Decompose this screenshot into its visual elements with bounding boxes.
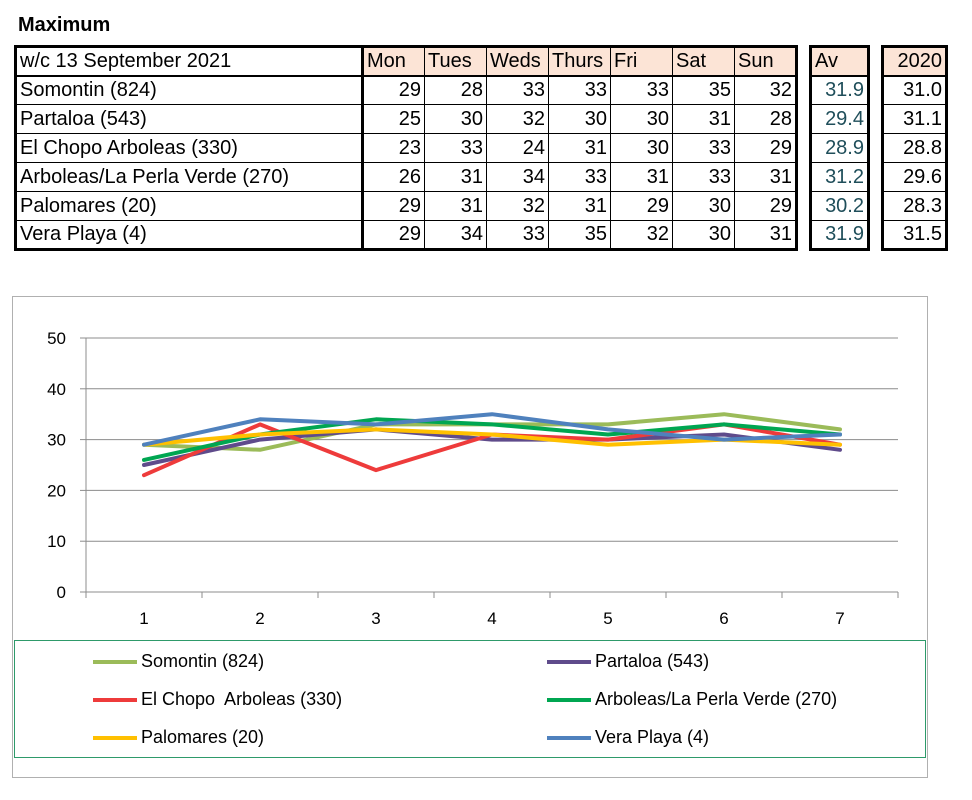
table-cell: 33	[548, 75, 611, 105]
legend-label: Vera Playa (4)	[595, 727, 710, 747]
table-cell: 28	[734, 104, 797, 134]
chart-legend: Somontin (824) Partaloa (543) El Chopo Arb…	[14, 640, 926, 758]
table-cell: 30	[672, 191, 735, 221]
x-tick-label: 7	[835, 609, 844, 628]
table-cell: 33	[424, 133, 487, 163]
previous-year-cell: 31.0	[882, 75, 947, 105]
y-tick-label: 10	[47, 532, 66, 551]
table-cell: 30	[610, 104, 673, 134]
table-cell: 29	[362, 75, 425, 105]
legend-swatch	[547, 659, 591, 664]
previous-year-cell: 28.3	[882, 191, 947, 221]
table-cell: 33	[672, 162, 735, 192]
table-cell: 29	[610, 191, 673, 221]
chart-frame	[12, 296, 928, 778]
table-cell: 31	[424, 162, 487, 192]
station-name: Palomares (20)	[15, 191, 364, 221]
day-header: Fri	[610, 46, 673, 77]
x-tick-label: 1	[139, 609, 148, 628]
x-tick-label: 4	[487, 609, 496, 628]
x-tick-label: 5	[603, 609, 612, 628]
table-cell: 31	[734, 162, 797, 192]
y-tick-label: 40	[47, 380, 66, 399]
table-cell: 33	[486, 75, 549, 105]
series-line-partaloa-543	[142, 427, 842, 467]
average-cell: 28.9	[810, 133, 869, 163]
day-header: Tues	[424, 46, 487, 77]
x-tick-label: 2	[255, 609, 264, 628]
station-name: Vera Playa (4)	[15, 220, 364, 250]
legend-item: Partaloa (543)	[547, 651, 709, 672]
station-name: Partaloa (543)	[15, 104, 364, 134]
legend-item: Palomares (20)	[93, 727, 264, 748]
table-cell: 28	[424, 75, 487, 105]
legend-item: Somontin (824)	[93, 651, 264, 672]
previous-year-header: 2020	[882, 46, 947, 77]
table-header-row: w/c 13 September 2021 Mon Tues Weds Thur…	[15, 46, 797, 77]
average-cell: 29.4	[810, 104, 869, 134]
y-tick-label: 50	[47, 329, 66, 348]
series-line-somontin-824	[142, 412, 842, 452]
table-cell: 29	[362, 220, 425, 250]
station-name: Somontin (824)	[15, 75, 364, 105]
station-name: El Chopo Arboleas (330)	[15, 133, 364, 163]
legend-item: Vera Playa (4)	[547, 727, 709, 748]
legend-label: Arboleas/La Perla Verde (270)	[595, 689, 838, 709]
legend-swatch	[93, 735, 137, 740]
y-tick-label: 20	[47, 481, 66, 500]
y-tick-label: 0	[57, 583, 66, 602]
legend-swatch	[547, 735, 591, 740]
previous-year-cell: 29.6	[882, 162, 947, 192]
table-row: Partaloa (543) 25 30 32 30 30 31 28	[15, 104, 797, 134]
day-header: Thurs	[548, 46, 611, 77]
previous-year-cell: 28.8	[882, 133, 947, 163]
x-tick-label: 3	[371, 609, 380, 628]
average-cell: 31.9	[810, 75, 869, 105]
line-chart: 0 10 20 30 40 50 1 2 3 4 5 6 7	[47, 329, 899, 628]
table-cell: 23	[362, 133, 425, 163]
table-row: Somontin (824) 29 28 33 33 33 35 32	[15, 75, 797, 105]
series-line-vera-playa-4	[142, 412, 842, 447]
table-cell: 32	[486, 191, 549, 221]
legend-label: Palomares (20)	[141, 727, 265, 747]
legend-swatch	[93, 659, 137, 664]
table-cell: 29	[734, 133, 797, 163]
legend-swatch	[547, 697, 591, 702]
table-cell: 34	[486, 162, 549, 192]
table-cell: 26	[362, 162, 425, 192]
previous-year-cell: 31.5	[882, 220, 947, 250]
table-cell: 35	[548, 220, 611, 250]
legend-item: El Chopo Arboleas (330)	[93, 689, 342, 710]
table-cell: 30	[548, 104, 611, 134]
average-table: Av 31.9 29.4 28.9 31.2 30.2 31.9	[809, 45, 870, 251]
average-header: Av	[810, 46, 869, 77]
day-header: Sun	[734, 46, 797, 77]
table-cell: 32	[734, 75, 797, 105]
table-row: Vera Playa (4) 29 34 33 35 32 30 31	[15, 220, 797, 250]
table-cell: 30	[672, 220, 735, 250]
previous-year-table: 2020 31.0 31.1 28.8 29.6 28.3 31.5	[881, 45, 948, 251]
x-tick-label: 6	[719, 609, 728, 628]
table-cell: 32	[610, 220, 673, 250]
average-cell: 31.9	[810, 220, 869, 250]
legend-label: Somontin (824)	[141, 651, 265, 671]
page-title: Maximum	[18, 14, 111, 36]
table-cell: 31	[548, 133, 611, 163]
table-cell: 31	[672, 104, 735, 134]
table-row: Palomares (20) 29 31 32 31 29 30 29	[15, 191, 797, 221]
legend-item: Arboleas/La Perla Verde (270)	[547, 689, 837, 710]
table-cell: 34	[424, 220, 487, 250]
table-cell: 29	[734, 191, 797, 221]
legend-label: Partaloa (543)	[595, 651, 710, 671]
legend-label: El Chopo Arboleas (330)	[141, 689, 343, 709]
table-cell: 31	[734, 220, 797, 250]
week-label: w/c 13 September 2021	[15, 46, 364, 77]
y-tick-label: 30	[47, 431, 66, 450]
temperature-table: w/c 13 September 2021 Mon Tues Weds Thur…	[14, 45, 798, 251]
day-header: Sat	[672, 46, 735, 77]
legend-swatch	[93, 697, 137, 702]
table-row: El Chopo Arboleas (330) 23 33 24 31 30 3…	[15, 133, 797, 163]
